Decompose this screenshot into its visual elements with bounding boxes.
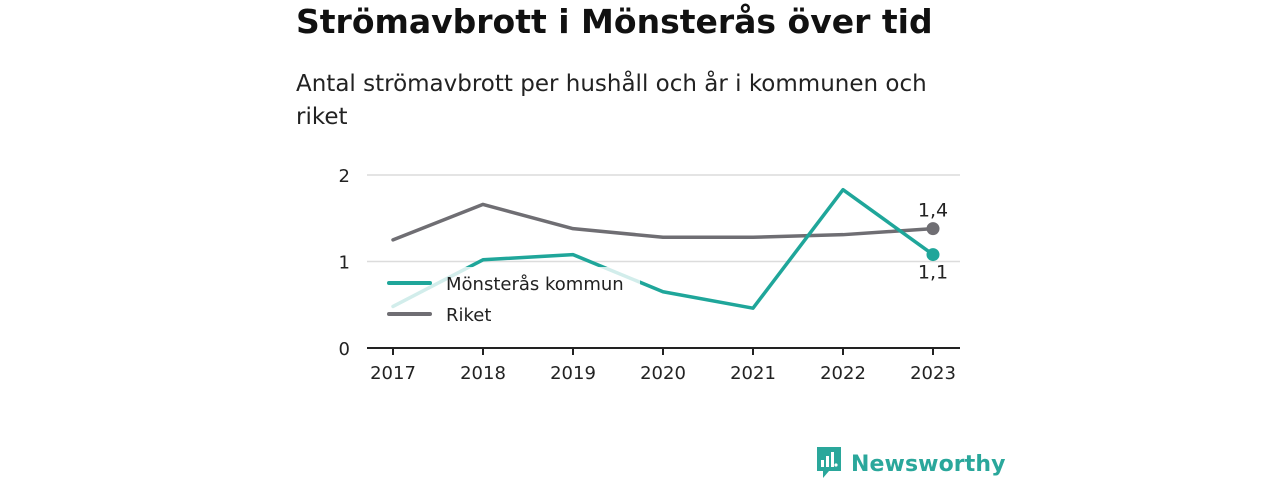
x-tick-label: 2020 xyxy=(640,363,686,384)
series-line-riket xyxy=(391,202,935,242)
x-tick-label: 2021 xyxy=(730,363,776,384)
line-chart: 0 1 2 2017 2018 2019 2020 2021 2022 2023 1,4 1,1 Mön… xyxy=(339,166,960,384)
end-point-riket xyxy=(926,222,940,236)
x-tick-label: 2019 xyxy=(550,363,596,384)
y-tick-label: 2 xyxy=(339,166,350,187)
x-tick-label: 2017 xyxy=(370,363,416,384)
x-tick-label: 2023 xyxy=(910,363,956,384)
y-tick-label: 1 xyxy=(339,253,350,274)
legend-background xyxy=(378,267,640,329)
chart-subtitle: Antal strömavbrott per hushåll och år i … xyxy=(296,71,927,130)
end-label-monsteras: 1,1 xyxy=(918,262,948,284)
brand-name: Newsworthy xyxy=(851,451,1006,477)
chart-title: Strömavbrott i Mönsterås över tid xyxy=(296,2,933,41)
series-line-monsteras xyxy=(391,187,935,310)
bar-chart-badge-icon xyxy=(815,445,843,483)
x-tick-label: 2022 xyxy=(820,363,866,384)
legend-label-monsteras: Mönsterås kommun xyxy=(446,274,624,295)
end-point-monsteras xyxy=(926,248,940,262)
end-label-riket: 1,4 xyxy=(918,200,948,222)
y-tick-label: 0 xyxy=(339,339,350,360)
newsworthy-logo: Newsworthy xyxy=(815,445,1006,483)
legend-label-riket: Riket xyxy=(446,305,491,326)
x-tick-label: 2018 xyxy=(460,363,506,384)
